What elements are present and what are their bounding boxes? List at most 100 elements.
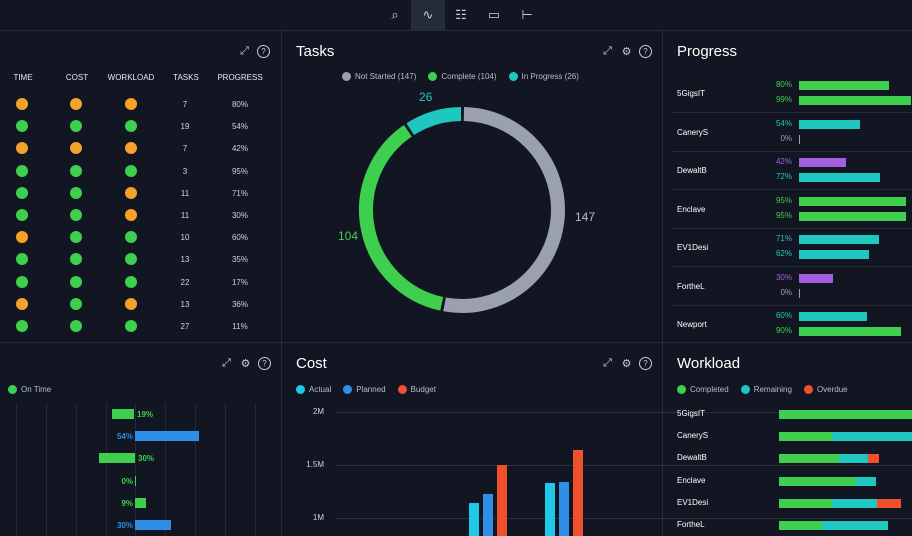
- cost-status-dot: [70, 142, 82, 155]
- project-name: Enclave: [677, 475, 706, 485]
- workload-status-dot: [125, 120, 137, 133]
- complete-count: 104: [338, 229, 359, 243]
- row-divider: [672, 189, 912, 190]
- grid-line: [76, 403, 77, 536]
- cost-status-dot: [70, 320, 82, 332]
- project-name: DewaltB: [677, 453, 707, 463]
- cost-bar[interactable]: [573, 450, 583, 536]
- legend-item[interactable]: Budget: [397, 385, 436, 394]
- cost-status-dot: [70, 297, 82, 310]
- progress-bar: [799, 211, 907, 221]
- time-status-dot: [16, 297, 28, 310]
- cost-bar[interactable]: [545, 483, 555, 536]
- progress-bar: [799, 173, 881, 182]
- legend-label: In Progress (26): [521, 72, 579, 81]
- progress-value: 36%: [231, 299, 248, 309]
- gear-icon[interactable]: ⚙: [240, 358, 251, 370]
- progress-bar: [799, 312, 867, 321]
- progress-percent: 0%: [780, 133, 792, 143]
- hierarchy-icon: ⊢: [521, 7, 533, 22]
- progress-value: 54%: [231, 122, 248, 132]
- row-divider: [672, 150, 912, 152]
- legend-item[interactable]: Overdue: [803, 385, 848, 394]
- not-started-arc[interactable]: [443, 107, 565, 313]
- help-icon[interactable]: ?: [257, 45, 270, 58]
- cost-bar[interactable]: [483, 493, 493, 536]
- progress-percent: 60%: [775, 311, 792, 320]
- tasks-count: 19: [180, 122, 190, 132]
- legend-swatch: [677, 385, 686, 394]
- remaining-segment: [832, 498, 878, 508]
- progress-percent: 90%: [775, 326, 792, 335]
- grid-line: [106, 403, 107, 536]
- legend-item[interactable]: Remaining: [740, 385, 792, 394]
- row-divider: [672, 266, 912, 267]
- legend-label: Complete (104): [441, 72, 497, 81]
- grid-line: [195, 403, 196, 536]
- pulse-button[interactable]: ∿: [411, 0, 445, 30]
- top-toolbar: ⌕ ∿ ☷ ▭ ⊢: [0, 0, 912, 30]
- help-icon[interactable]: ?: [258, 357, 271, 370]
- legend-label: Completed: [690, 385, 729, 394]
- cost-status-dot: [70, 164, 82, 177]
- column-header: TIME: [13, 73, 33, 82]
- cost-bar[interactable]: [497, 465, 507, 536]
- progress-percent: 71%: [775, 234, 792, 243]
- row-divider: [672, 304, 912, 306]
- legend-item[interactable]: Complete (104): [428, 72, 497, 81]
- workload-status-dot: [125, 297, 137, 310]
- grid-line: [16, 403, 17, 536]
- grid-line: [135, 403, 136, 536]
- expand-icon[interactable]: ⤢: [603, 357, 612, 369]
- legend-label: On Time: [21, 385, 52, 394]
- legend-item[interactable]: Actual: [296, 385, 331, 394]
- help-icon[interactable]: ?: [639, 357, 652, 370]
- time-status-dot: [16, 253, 28, 266]
- legend-swatch: [343, 385, 353, 394]
- expand-icon[interactable]: ⤢: [222, 357, 231, 369]
- project-name: Newport: [677, 320, 707, 329]
- progress-value: 30%: [231, 211, 248, 220]
- progress-bar: [799, 327, 901, 336]
- project-name: CaneryS: [677, 127, 709, 137]
- grid-line: [255, 403, 256, 536]
- complete-arc[interactable]: [359, 124, 444, 311]
- progress-value: 17%: [231, 277, 248, 287]
- legend-item[interactable]: Completed: [677, 385, 729, 394]
- project-name: FortheL: [677, 281, 705, 291]
- tasks-count: 27: [180, 322, 190, 331]
- progress-percent: 0%: [780, 287, 792, 297]
- ontime-label: 19%: [137, 410, 154, 419]
- legend-item[interactable]: In Progress (26): [508, 72, 579, 81]
- hierarchy-button[interactable]: ⊢: [510, 0, 544, 30]
- expand-icon[interactable]: ⤢: [603, 45, 612, 57]
- gear-icon[interactable]: ⚙: [621, 358, 632, 370]
- legend-label: Overdue: [816, 385, 848, 394]
- zoom-icon: ⌕: [391, 7, 399, 22]
- ontime-bar: [99, 453, 135, 464]
- progress-bar: [799, 119, 861, 129]
- project-name: 5GigsIT: [677, 409, 706, 418]
- link-button[interactable]: ▭: [477, 0, 511, 30]
- tasks-count: 11: [180, 188, 190, 198]
- zoom-button[interactable]: ⌕: [378, 0, 412, 30]
- legend-swatch: [342, 72, 351, 81]
- time-status-dot: [16, 98, 28, 110]
- gear-icon[interactable]: ⚙: [621, 46, 632, 58]
- workload-status-dot: [125, 253, 137, 266]
- cost-bar[interactable]: [469, 503, 479, 536]
- legend-item[interactable]: Planned: [343, 385, 386, 394]
- expand-icon[interactable]: ⤢: [240, 45, 249, 57]
- project-name: EV1Desi: [677, 497, 709, 507]
- help-icon[interactable]: ?: [639, 45, 652, 58]
- legend-item[interactable]: Not Started (147): [342, 72, 416, 81]
- y-tick-label: 1.5M: [306, 460, 324, 469]
- grid-line: [336, 518, 912, 519]
- cost-bar[interactable]: [559, 481, 569, 536]
- panel-divider: [0, 342, 912, 343]
- clipboard-button[interactable]: ☷: [444, 0, 478, 30]
- in-progress-arc[interactable]: [406, 107, 462, 136]
- ontime-label: 9%: [121, 498, 133, 508]
- clipboard-icon: ☷: [455, 7, 467, 22]
- workload-status-dot: [125, 320, 137, 332]
